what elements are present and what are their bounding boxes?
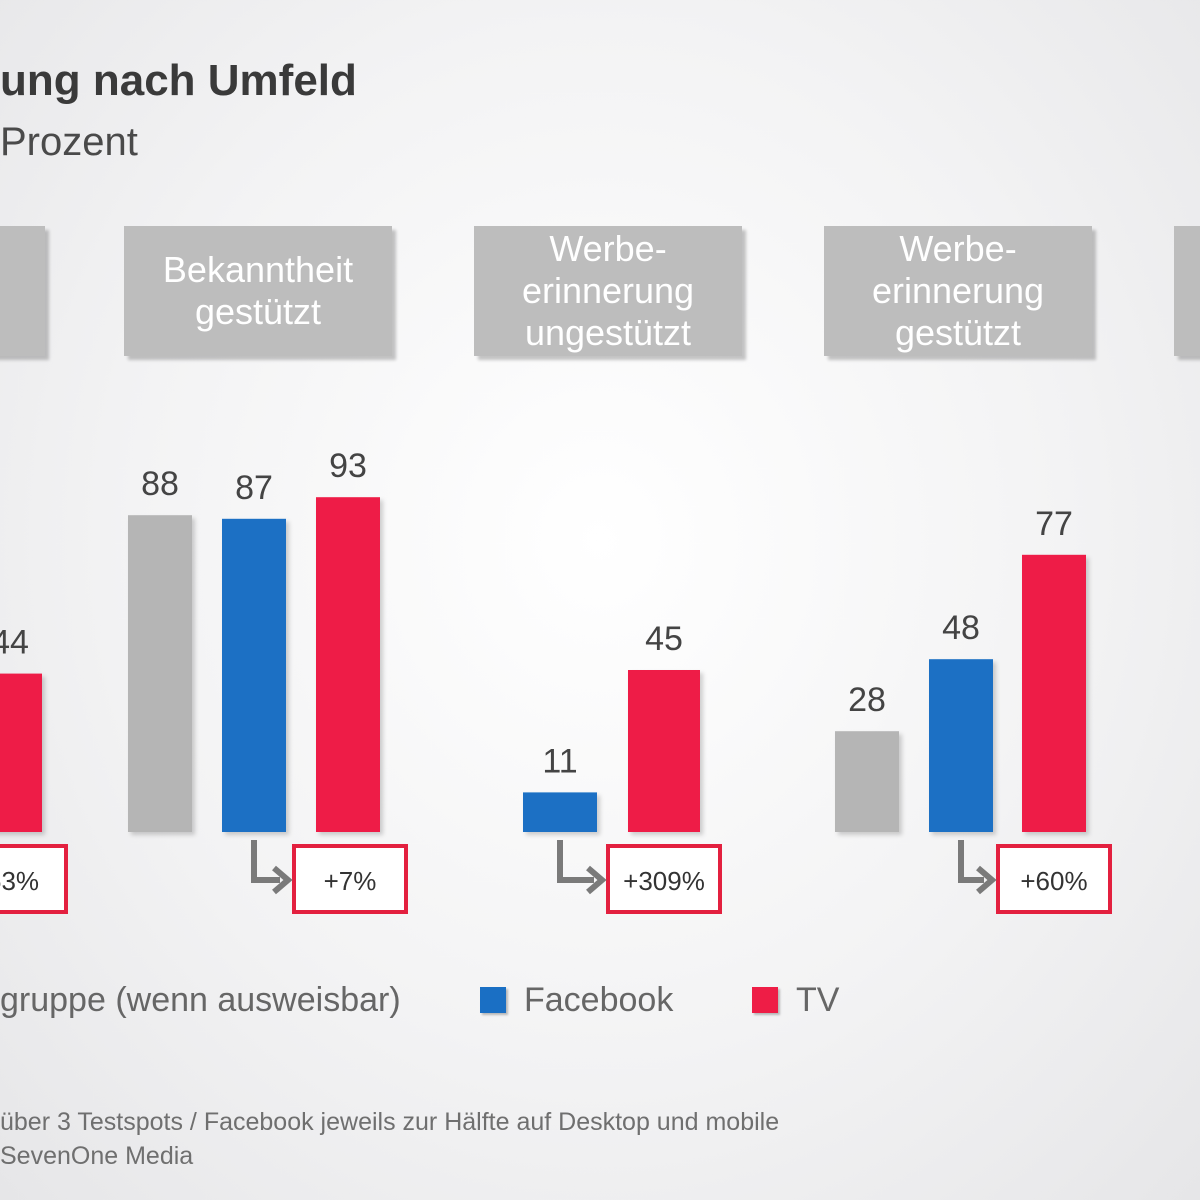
- uplift-label-1: +7%: [324, 866, 377, 896]
- legend-item-tv: TV: [752, 978, 839, 1022]
- legend-control-label: gruppe (wenn ausweisbar): [0, 980, 401, 1019]
- uplift-label-0: 63%: [0, 866, 39, 896]
- category-header-1: t: [0, 226, 45, 356]
- value-label-control-3: 28: [848, 681, 886, 719]
- value-label-facebook-1: 87: [235, 469, 273, 507]
- bar-control-3: [835, 731, 899, 832]
- chart-title: ung nach Umfeld: [0, 56, 357, 105]
- footnote-line-1: über 3 Testspots / Facebook jeweils zur …: [0, 1108, 780, 1136]
- legend-facebook-label: Facebook: [524, 980, 674, 1019]
- bar-facebook-1: [222, 518, 286, 832]
- category-header-bekanntheit-gestuetzt: Bekanntheit gestützt: [124, 226, 392, 356]
- chart-subtitle: Prozent: [0, 120, 138, 164]
- bar-tv-0: [0, 673, 42, 832]
- value-label-facebook-2: 11: [542, 742, 577, 780]
- bar-tv-3: [1022, 554, 1086, 832]
- uplift-box-2: [606, 844, 722, 914]
- bar-facebook-2: [523, 792, 597, 832]
- bar-control-1: [128, 515, 192, 832]
- category-header-werbeerinnerung-ungestuetzt: Werbe- erinnerung ungestützt: [474, 226, 742, 356]
- value-label-tv-0: 44: [0, 624, 29, 662]
- category-header-5: [1174, 226, 1200, 356]
- uplift-arrow-line-3: [958, 840, 984, 883]
- value-label-control-1: 88: [141, 465, 179, 503]
- uplift-arrow-line-2: [557, 840, 594, 883]
- value-label-tv-2: 45: [645, 620, 683, 658]
- uplift-box-1: [292, 844, 408, 914]
- uplift-arrow-head-1: [272, 865, 293, 895]
- category-header-werbeerinnerung-gestuetzt: Werbe- erinnerung gestützt: [824, 226, 1092, 356]
- value-label-tv-3: 77: [1035, 505, 1073, 543]
- uplift-box-3: [996, 844, 1112, 914]
- uplift-arrow-line-1: [251, 840, 280, 883]
- footnote-line-2: SevenOne Media: [0, 1142, 194, 1170]
- legend-swatch-facebook: [480, 987, 506, 1013]
- legend-tv-label: TV: [796, 980, 840, 1019]
- bar-tv-1: [316, 497, 380, 832]
- legend-swatch-tv: [752, 987, 778, 1013]
- uplift-box-0: [0, 844, 68, 914]
- bar-facebook-3: [929, 659, 993, 832]
- legend-item-facebook: Facebook: [480, 978, 673, 1022]
- uplift-label-3: +60%: [1020, 866, 1087, 896]
- legend-item-control: gruppe (wenn ausweisbar): [0, 978, 401, 1022]
- value-label-facebook-3: 48: [942, 609, 980, 647]
- value-label-tv-1: 93: [329, 447, 367, 485]
- uplift-label-2: +309%: [623, 866, 705, 896]
- uplift-arrow-head-2: [586, 865, 607, 895]
- bar-tv-2: [628, 670, 700, 832]
- uplift-arrow-head-3: [976, 865, 997, 895]
